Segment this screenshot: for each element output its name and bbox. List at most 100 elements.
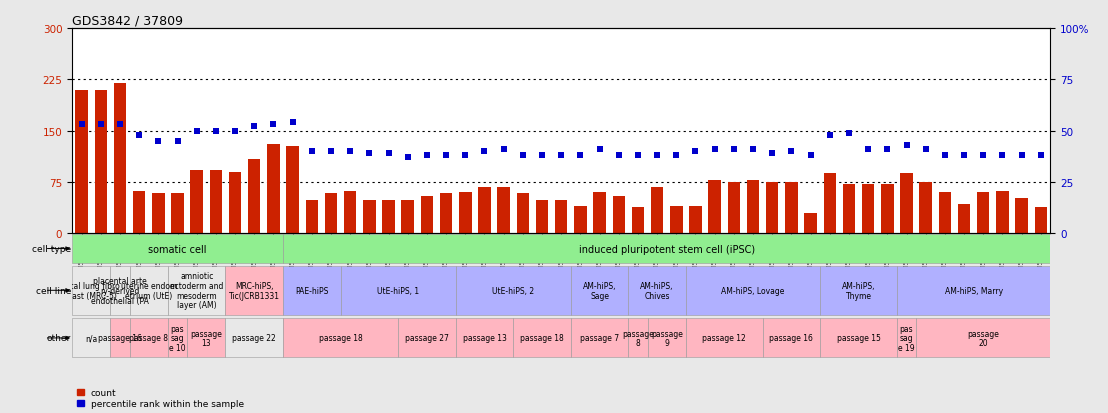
Text: passage 18: passage 18 — [520, 334, 564, 343]
Bar — [650, 187, 664, 234]
Point — [92, 122, 110, 128]
Bar — [325, 194, 337, 234]
Text: induced pluripotent stem cell (iPSC): induced pluripotent stem cell (iPSC) — [578, 244, 755, 254]
Bar — [901, 173, 913, 234]
Bar — [283, 318, 398, 358]
Point — [514, 152, 532, 159]
Text: cell line: cell line — [35, 286, 71, 295]
Text: placental arte
ry-derived
endothelial (PA: placental arte ry-derived endothelial (P… — [91, 276, 148, 305]
Bar — [340, 266, 455, 315]
Text: amniotic
ectoderm and
mesoderm
layer (AM): amniotic ectoderm and mesoderm layer (AM… — [170, 272, 224, 310]
Bar — [363, 201, 376, 234]
Text: passage 12: passage 12 — [702, 334, 746, 343]
Bar — [401, 201, 414, 234]
Point — [302, 148, 320, 155]
Bar — [862, 185, 874, 234]
Point — [706, 146, 724, 153]
Point — [955, 152, 973, 159]
Bar — [455, 266, 571, 315]
Point — [648, 152, 666, 159]
Point — [687, 148, 705, 155]
Text: AM-hiPS,
Thyme: AM-hiPS, Thyme — [842, 281, 875, 300]
Bar — [820, 318, 896, 358]
Bar — [75, 90, 88, 234]
Bar — [111, 318, 130, 358]
Text: UtE-hiPS, 2: UtE-hiPS, 2 — [492, 286, 534, 295]
Bar — [628, 266, 686, 315]
Point — [131, 132, 148, 139]
Bar — [168, 266, 226, 315]
Bar — [536, 201, 548, 234]
Text: AM-hiPS,
Chives: AM-hiPS, Chives — [640, 281, 674, 300]
Point — [840, 130, 858, 137]
Text: passage
20: passage 20 — [967, 329, 999, 347]
Text: PAE-hiPS: PAE-hiPS — [295, 286, 328, 295]
Bar — [843, 185, 855, 234]
Bar — [111, 266, 130, 315]
Point — [763, 150, 781, 157]
Bar — [916, 318, 1050, 358]
Bar — [647, 318, 686, 358]
Text: somatic cell: somatic cell — [148, 244, 207, 254]
Point — [745, 146, 762, 153]
Bar — [571, 266, 628, 315]
Point — [150, 138, 167, 145]
Point — [495, 146, 513, 153]
Point — [111, 122, 129, 128]
Point — [897, 142, 915, 149]
Text: GDS3842 / 37809: GDS3842 / 37809 — [72, 15, 183, 28]
Bar — [516, 194, 529, 234]
Bar — [187, 318, 226, 358]
Point — [168, 138, 186, 145]
Bar — [440, 194, 452, 234]
Bar — [957, 205, 971, 234]
Point — [73, 122, 91, 128]
Bar — [513, 318, 571, 358]
Bar — [168, 318, 187, 358]
Text: passage 16: passage 16 — [98, 334, 142, 343]
Point — [667, 152, 685, 159]
Text: cell type: cell type — [32, 244, 71, 254]
Text: UtE-hiPS, 1: UtE-hiPS, 1 — [377, 286, 419, 295]
Point — [380, 150, 398, 157]
Point — [936, 152, 954, 159]
Bar — [286, 146, 299, 234]
Bar — [823, 173, 837, 234]
Bar — [497, 187, 510, 234]
Point — [994, 152, 1012, 159]
Point — [265, 122, 283, 128]
Bar — [226, 266, 283, 315]
Point — [322, 148, 340, 155]
Bar — [455, 318, 513, 358]
Bar — [1035, 208, 1047, 234]
Point — [802, 152, 820, 159]
Text: passage 15: passage 15 — [837, 334, 881, 343]
Bar — [747, 180, 759, 234]
Point — [341, 148, 359, 155]
Point — [879, 146, 896, 153]
Bar — [479, 187, 491, 234]
Bar — [996, 191, 1008, 234]
Text: AM-hiPS,
Sage: AM-hiPS, Sage — [583, 281, 616, 300]
Bar — [670, 206, 683, 234]
Text: passage
8: passage 8 — [622, 329, 654, 347]
Point — [860, 146, 878, 153]
Text: other: other — [47, 334, 71, 343]
Point — [782, 148, 800, 155]
Text: n/a: n/a — [85, 334, 98, 343]
Text: passage 22: passage 22 — [233, 334, 276, 343]
Bar — [896, 266, 1050, 315]
Bar — [574, 206, 586, 234]
Text: passage 27: passage 27 — [406, 334, 449, 343]
Bar — [613, 196, 625, 234]
Text: pas
sag
e 19: pas sag e 19 — [899, 324, 915, 352]
Point — [572, 152, 589, 159]
Point — [360, 150, 378, 157]
Point — [438, 152, 455, 159]
Bar — [398, 318, 455, 358]
Point — [188, 128, 206, 135]
Text: uterine endom
etrium (UtE): uterine endom etrium (UtE) — [121, 281, 177, 300]
Bar — [191, 171, 203, 234]
Point — [916, 146, 934, 153]
Bar — [343, 191, 357, 234]
